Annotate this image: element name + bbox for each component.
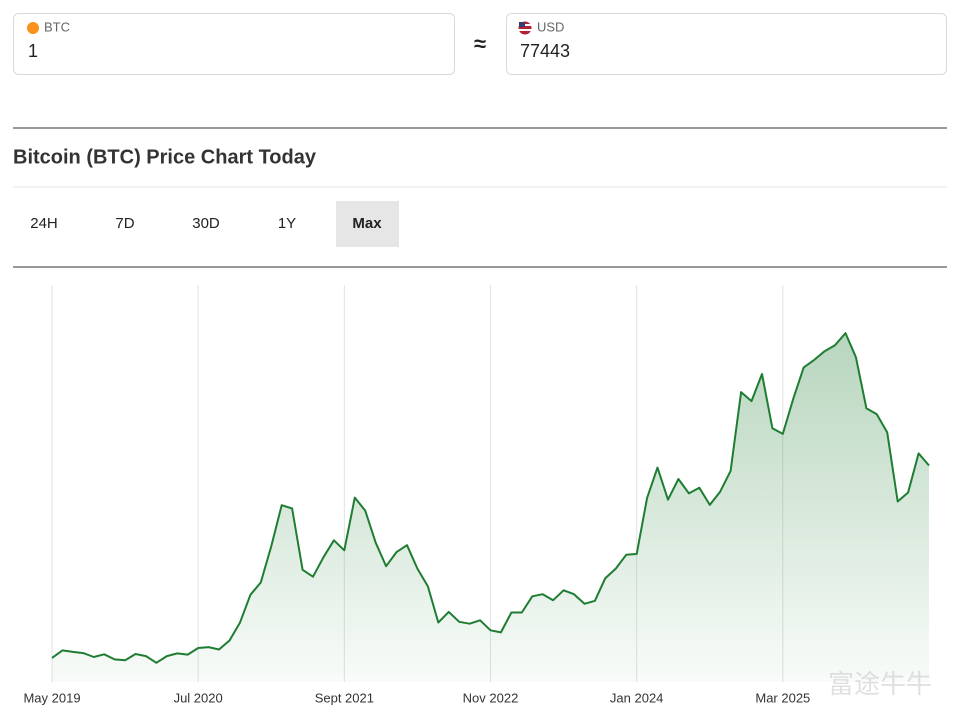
from-amount: 1	[28, 41, 38, 61]
from-input[interactable]	[13, 13, 455, 75]
watermark: 富途牛牛	[828, 669, 932, 699]
from-currency: BTC	[44, 19, 70, 34]
tab-active-bg[interactable]	[336, 201, 399, 247]
tab[interactable]: Max	[352, 215, 382, 232]
tab[interactable]: 24H	[30, 215, 58, 232]
x-tick-label: Jan 2024	[610, 690, 664, 705]
x-tick-label: Mar 2025	[755, 690, 810, 705]
tab[interactable]: 30D	[192, 215, 220, 232]
x-tick-label: Jul 2020	[174, 690, 223, 705]
price-line	[51, 332, 930, 664]
chart-title: Bitcoin (BTC) Price Chart Today	[13, 146, 317, 168]
usd-flag	[518, 21, 532, 35]
to-input[interactable]	[506, 13, 947, 75]
x-tick-label: May 2019	[23, 690, 80, 705]
tab[interactable]: 7D	[115, 215, 134, 232]
x-tick-label: Nov 2022	[463, 690, 519, 705]
to-amount: 77443	[520, 41, 570, 61]
approx-sign: ≈	[474, 31, 486, 56]
area	[52, 333, 929, 682]
to-currency: USD	[537, 19, 564, 34]
x-tick-label: Sept 2021	[315, 690, 374, 705]
tab[interactable]: 1Y	[278, 215, 296, 232]
btc-icon	[27, 22, 39, 34]
